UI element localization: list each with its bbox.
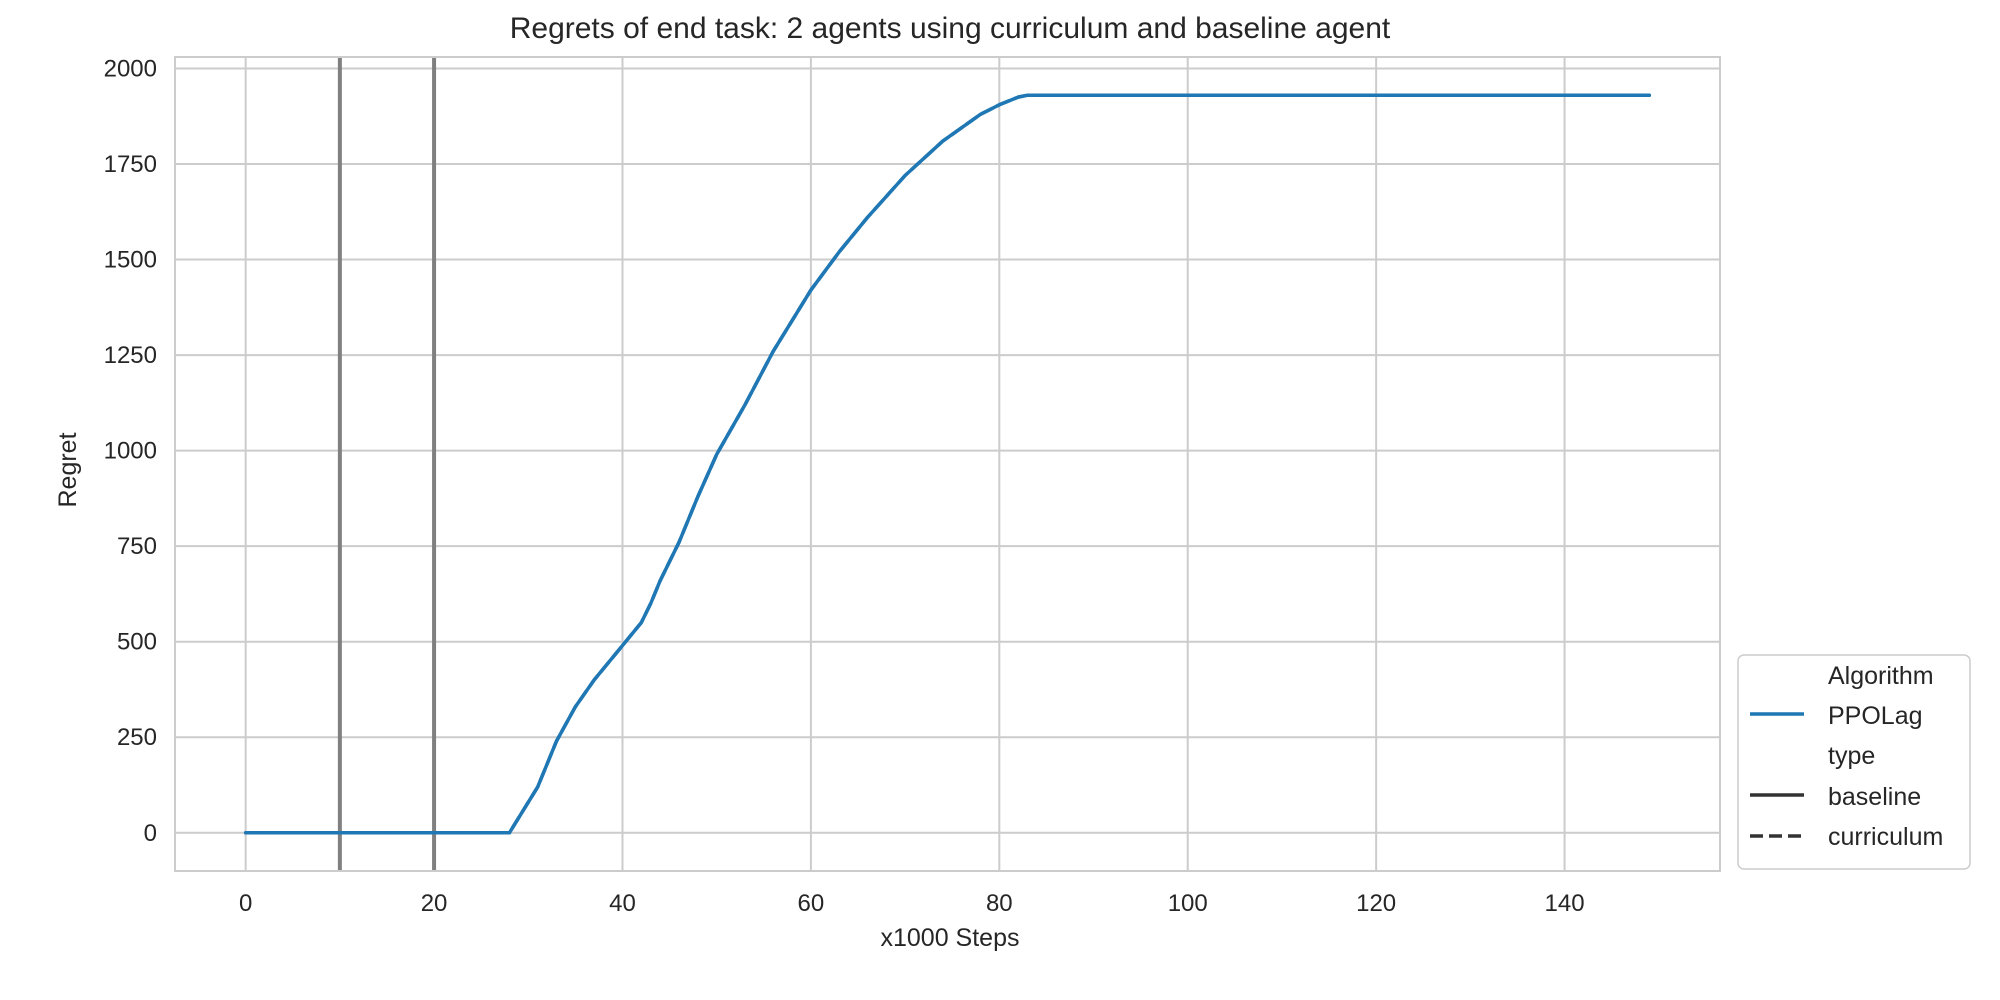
y-tick-label: 1750	[104, 151, 157, 178]
x-tick-label: 100	[1168, 890, 1208, 917]
chart-title: Regrets of end task: 2 agents using curr…	[510, 12, 1391, 45]
y-tick-label: 1500	[104, 247, 157, 274]
x-tick-labels: 0 20 40 60 80 100 120 140	[239, 890, 1585, 917]
plot-frame	[174, 56, 1721, 872]
y-tick-label: 0	[144, 820, 157, 847]
y-tick-label: 1250	[104, 342, 157, 369]
x-tick-label: 40	[609, 890, 636, 917]
legend-title-algorithm: Algorithm	[1828, 662, 1934, 690]
legend-box	[1737, 654, 1971, 870]
legend-label-ppolag: PPOLag	[1828, 702, 1923, 730]
series-lines	[243, 93, 1652, 835]
y-tick-label: 1000	[104, 438, 157, 465]
x-tick-label: 0	[239, 890, 252, 917]
legend-label-baseline: baseline	[1828, 783, 1921, 811]
y-tick-labels: 0 250 500 750 1000 1250 1500 1750 2000	[104, 55, 157, 846]
y-tick-label: 750	[117, 533, 157, 560]
legend-title-type: type	[1828, 742, 1875, 770]
y-tick-label: 250	[117, 724, 157, 751]
legend: Algorithm PPOLag type baseline curriculu…	[1737, 654, 1971, 870]
y-tick-label: 500	[117, 629, 157, 656]
x-tick-label: 20	[421, 890, 448, 917]
x-tick-label: 60	[798, 890, 825, 917]
legend-label-curriculum: curriculum	[1828, 823, 1943, 851]
x-tick-label: 140	[1545, 890, 1585, 917]
series-line-baseline	[243, 93, 1652, 835]
series-line-curriculum	[243, 93, 1652, 835]
y-axis-label: Regret	[54, 432, 82, 507]
x-axis-label: x1000 Steps	[881, 924, 1020, 952]
x-tick-label: 80	[986, 890, 1013, 917]
y-tick-label: 2000	[104, 55, 157, 82]
x-tick-label: 120	[1356, 890, 1396, 917]
grid-lines	[175, 57, 1720, 871]
vertical-markers	[337, 57, 437, 871]
